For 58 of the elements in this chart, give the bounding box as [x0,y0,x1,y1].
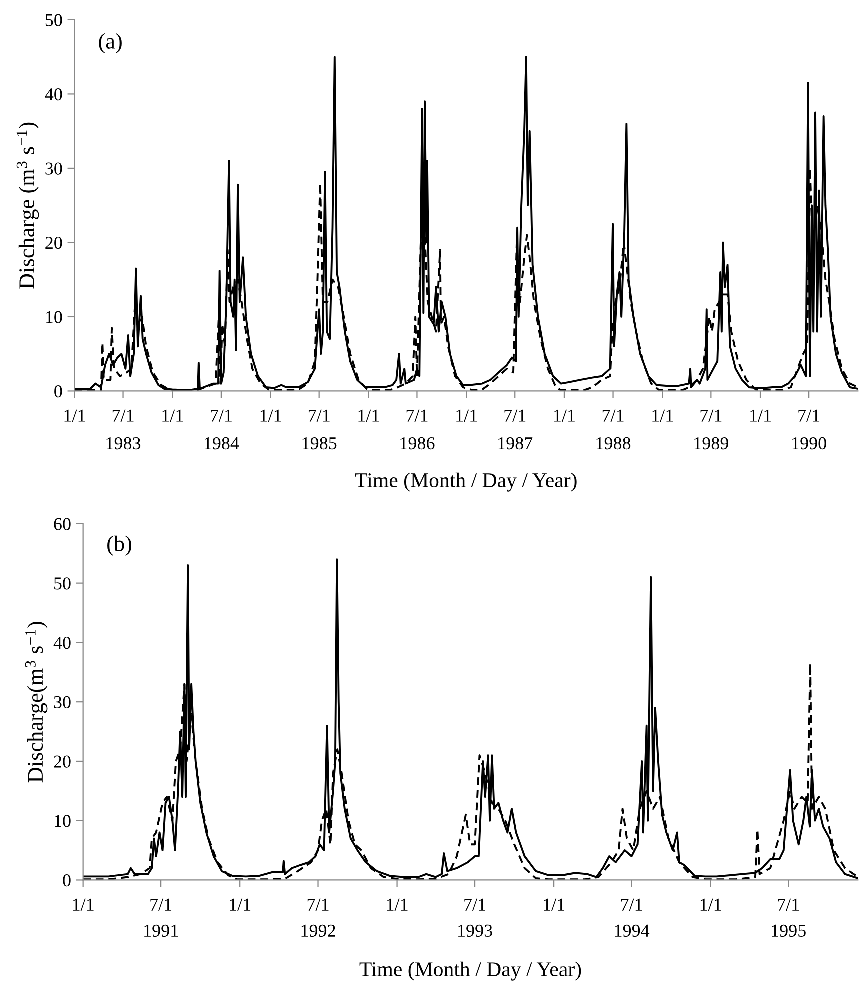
x2-tick-label: 1985 [302,437,337,450]
x2-tick-label: 1994 [615,924,650,937]
y-axis-title: Discharge(m$^{3}$ s$^{−1}$) [25,622,48,783]
y-tick-label: 0 [54,385,62,398]
y-tick-label: 30 [46,162,62,175]
x-tick-label: 7/1 [602,410,624,422]
x-tick-label: 1/1 [700,898,722,911]
x-tick-label: 7/1 [308,898,329,911]
x2-tick-label: 1995 [772,924,806,937]
x-tick-label: 1/1 [750,410,771,422]
y-tick-label: 10 [55,815,71,828]
x2-tick-label: 1983 [106,437,141,450]
x-tick-label: 1/1 [554,410,575,422]
x-tick-label: 7/1 [504,410,526,422]
x-tick-label: 1/1 [387,898,408,911]
chart-title: (b) [108,536,132,556]
y-tick-label: 50 [46,14,62,26]
x2-tick-label: 1984 [204,437,240,450]
x-tick-label: 7/1 [621,898,642,911]
x-tick-label: 7/1 [700,410,722,422]
x-tick-label: 1/1 [544,898,565,911]
x-axis-title: Time (Month / Day / Year) [360,962,582,981]
y-tick-label: 10 [46,311,62,324]
x-tick-label: 1/1 [162,410,184,422]
y-tick-label: 40 [54,636,71,650]
x-tick-label: 1/1 [73,898,94,911]
x-tick-label: 1/1 [230,898,251,911]
y-tick-label: 40 [45,88,62,101]
x-tick-label: 1/1 [260,410,282,422]
y-tick-label: 30 [54,696,71,709]
x-axis-title: Time (Month / Day / Year) [356,472,577,492]
y-tick-label: 0 [63,874,71,887]
x-tick-label: 7/1 [211,410,232,422]
x-tick-label: 1/1 [358,410,380,422]
x2-tick-label: 1989 [694,437,728,450]
x-tick-label: 7/1 [112,410,134,422]
y-tick-label: 20 [46,236,62,250]
x2-tick-label: 1988 [596,437,631,450]
x-tick-label: 1/1 [652,410,674,422]
x-tick-label: 7/1 [778,898,800,911]
x-tick-label: 7/1 [406,410,428,422]
x-tick-label: 1/1 [456,410,478,422]
text: (a) [99,33,122,54]
x-tick-label: 7/1 [798,410,820,422]
x2-tick-label: 1991 [144,924,178,937]
y-tick-label: 50 [54,578,71,590]
y-tick-label: 60 [54,518,71,530]
x2-tick-label: 1993 [458,924,492,937]
x-tick-label: 7/1 [150,898,172,911]
x2-tick-label: 1990 [792,437,826,450]
x2-tick-label: 1992 [302,924,336,937]
x-tick-label: 1/1 [64,410,86,422]
x2-tick-label: 1986 [400,437,435,450]
x-tick-label: 7/1 [464,898,486,911]
x-tick-label: 7/1 [308,410,330,422]
x2-tick-label: 1987 [498,437,533,450]
y-axis-title: Discharge (m$^{3}$ s$^{−1}$) [16,122,40,289]
y-tick-label: 20 [54,756,71,768]
